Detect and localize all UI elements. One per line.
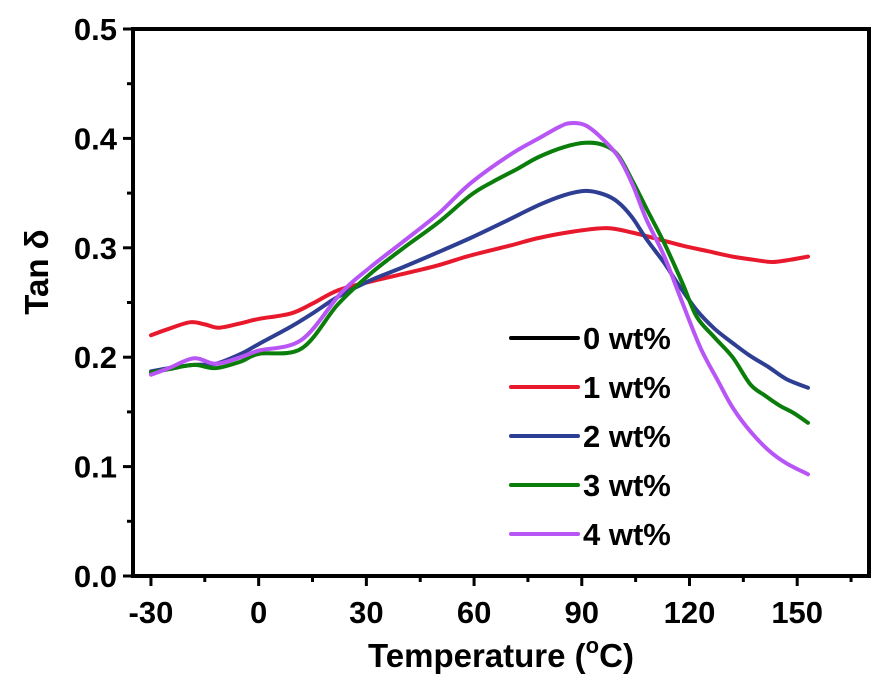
y-tick-label: 0.3 <box>74 231 117 266</box>
y-tick-label: 0.2 <box>74 340 117 375</box>
y-tick-label: 0.0 <box>74 559 117 594</box>
legend-label: 0 wt% <box>583 321 671 356</box>
x-tick-label: 120 <box>664 595 716 630</box>
x-axis-ticks: -30 0 30 60 90 120 150 <box>129 576 853 630</box>
y-axis-ticks: 0.0 0.1 0.2 0.3 0.4 0.5 <box>74 12 133 594</box>
legend-label: 1 wt% <box>583 370 671 405</box>
y-tick-label: 0.4 <box>74 121 118 156</box>
x-axis-title-degree: o <box>586 633 599 658</box>
x-axis-title: Temperature (oC) <box>368 633 634 674</box>
series-line-1-wt <box>149 226 810 338</box>
x-axis-title-main: Temperature ( <box>368 637 586 674</box>
y-tick-label: 0.1 <box>74 450 117 485</box>
legend: 0 wt% 1 wt% 2 wt% 3 wt% 4 wt% <box>509 321 671 552</box>
x-tick-label: 30 <box>349 595 383 630</box>
y-tick-label: 0.5 <box>74 12 117 47</box>
plot-frame <box>131 27 871 578</box>
x-axis-title-unit: C) <box>599 637 634 674</box>
x-tick-label: 60 <box>457 595 491 630</box>
series-line-2-wt <box>149 188 810 390</box>
x-tick-label: -30 <box>129 595 174 630</box>
series-line-3-wt <box>149 140 810 425</box>
legend-label: 2 wt% <box>583 419 671 454</box>
y-axis-title: Tan δ <box>18 229 55 314</box>
x-tick-label: 150 <box>771 595 823 630</box>
legend-label: 3 wt% <box>583 468 671 503</box>
x-tick-label: 90 <box>565 595 599 630</box>
plot-lines <box>149 121 810 477</box>
series-line-4-wt <box>149 121 810 477</box>
legend-label: 4 wt% <box>583 517 671 552</box>
x-tick-label: 0 <box>250 595 267 630</box>
